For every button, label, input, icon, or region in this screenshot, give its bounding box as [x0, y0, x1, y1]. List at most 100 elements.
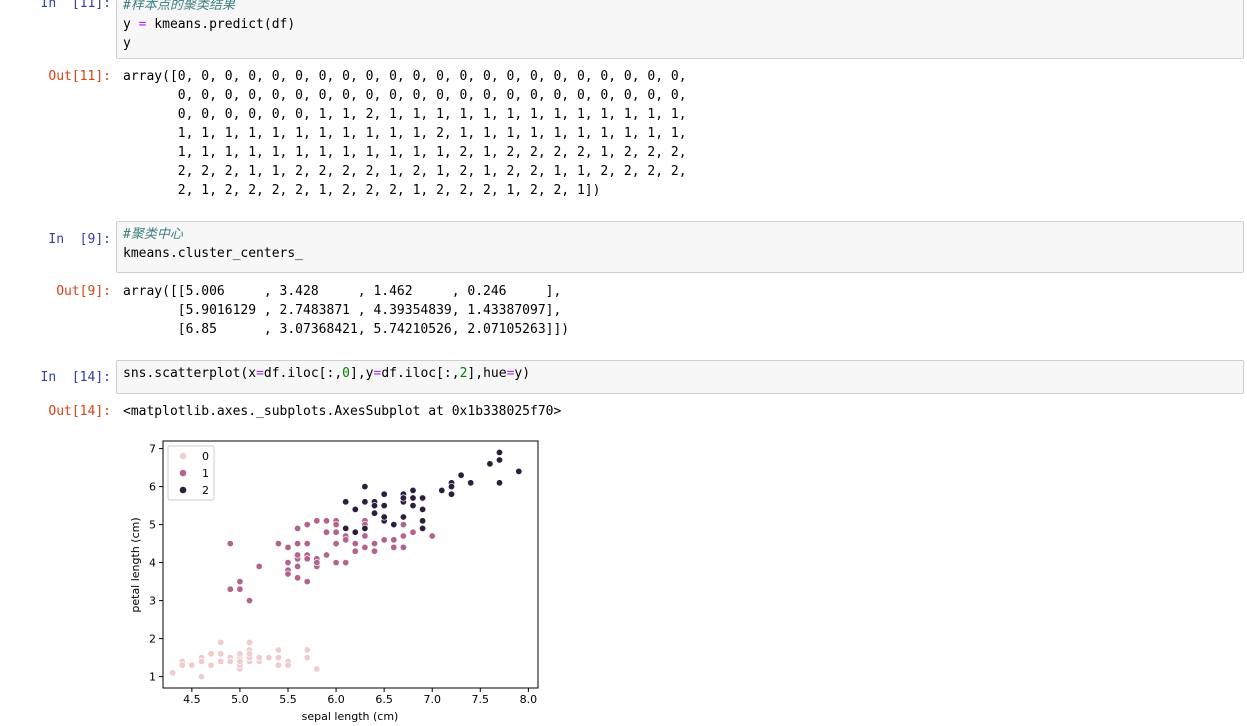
code-token: df.iloc[:,	[381, 366, 460, 381]
scatter-point	[332, 521, 340, 529]
code-token: y	[123, 36, 131, 51]
scatter-point	[236, 578, 244, 586]
code-token: 0	[342, 366, 350, 381]
code-token: #聚类中心	[123, 227, 183, 242]
code-editor[interactable]: #聚类中心 kmeans.cluster_centers_	[116, 221, 1244, 273]
legend: 0 1 2	[167, 445, 215, 501]
scatter-point	[332, 559, 340, 567]
legend-label: 2	[202, 484, 209, 497]
scatter-point	[447, 483, 455, 491]
scatter-point	[284, 559, 292, 567]
code-editor[interactable]: sns.scatterplot(x=df.iloc[:,0],y=df.iloc…	[116, 360, 1244, 394]
output-text: <matplotlib.axes._subplots.AxesSubplot a…	[123, 404, 562, 419]
scatter-point	[409, 494, 417, 502]
scatter-point	[188, 661, 196, 669]
y-tick-label: 1	[149, 671, 156, 684]
scatter-point	[265, 654, 273, 662]
scatter-point	[207, 661, 215, 669]
code-token: ],hue	[467, 366, 507, 381]
scatter-point	[274, 646, 282, 654]
scatter-point	[351, 540, 359, 548]
scatter-point	[390, 521, 398, 529]
scatter-point	[332, 528, 340, 536]
code-editor[interactable]: #样本点的聚类结果 y = kmeans.predict(df) y	[116, 0, 1244, 59]
scatter-point	[198, 673, 206, 681]
code-token: ],y	[350, 366, 374, 381]
out-prompt: Out[14]:	[48, 404, 111, 419]
scatter-point	[370, 502, 378, 510]
legend-label: 0	[202, 450, 209, 463]
scatter-point	[419, 505, 427, 513]
code-token: 2	[459, 366, 468, 381]
scatter-point	[313, 517, 321, 525]
scatter-point	[486, 460, 494, 468]
scatter-point	[495, 448, 503, 456]
code-block[interactable]: #样本点的聚类结果 y = kmeans.predict(df) y	[123, 0, 1237, 53]
code-token: kmeans.predict(df)	[146, 17, 296, 32]
scatter-point	[361, 543, 369, 551]
code-block[interactable]: #聚类中心 kmeans.cluster_centers_	[123, 225, 1237, 263]
scatter-point	[495, 456, 503, 464]
scatter-point	[274, 540, 282, 548]
scatter-point	[246, 597, 254, 605]
scatter-point	[380, 490, 388, 498]
legend-marker	[179, 486, 187, 494]
in-prompt: In [11]:	[40, 0, 111, 11]
y-tick-label: 7	[149, 443, 156, 456]
x-tick-label: 7.0	[423, 693, 441, 706]
scatter-point	[342, 524, 350, 532]
scatter-point	[399, 521, 407, 529]
scatter-point	[399, 543, 407, 551]
scatter-point	[390, 543, 398, 551]
x-tick-label: 5.0	[231, 693, 249, 706]
scatter-point	[303, 540, 311, 548]
scatter-point	[226, 540, 234, 548]
scatter-point	[428, 532, 436, 540]
scatter-point	[226, 657, 234, 665]
x-tick-label: 4.5	[183, 693, 201, 706]
x-tick-label: 5.5	[279, 693, 297, 706]
scatter-point	[303, 646, 311, 654]
y-tick-label: 4	[149, 557, 156, 570]
scatter-point	[409, 528, 417, 536]
scatter-point	[467, 479, 475, 487]
scatter-point	[322, 528, 330, 536]
scatter-point	[284, 661, 292, 669]
scatter-point	[274, 661, 282, 669]
code-token: =	[138, 17, 147, 32]
code-token: sns.scatterplot(x	[123, 366, 257, 381]
scatter-point	[207, 650, 215, 658]
output-text: array([[5.006 , 3.428 , 1.462 , 0.246 ],…	[123, 284, 570, 337]
scatter-point	[294, 551, 302, 559]
scatter-point	[198, 657, 206, 665]
in-prompt: In [14]:	[40, 370, 111, 385]
scatter-point	[419, 517, 427, 525]
code-block[interactable]: sns.scatterplot(x=df.iloc[:,0],y=df.iloc…	[123, 364, 1237, 383]
scatter-point	[217, 638, 225, 646]
scatter-point	[332, 540, 340, 548]
scatter-point	[370, 540, 378, 548]
scatter-point	[178, 661, 186, 669]
legend-marker	[179, 469, 187, 477]
code-token: kmeans.cluster_centers_	[123, 246, 304, 261]
legend-label: 1	[202, 467, 209, 480]
cell-14: In [14]: sns.scatterplot(x= df.iloc[:, 0],…	[0, 358, 1247, 726]
scatter-point	[399, 513, 407, 521]
scatter-point	[370, 509, 378, 517]
scatter-point	[322, 517, 330, 525]
y-tick-label: 6	[149, 481, 156, 494]
scatter-point	[169, 669, 177, 677]
cell-11: In [11]: #样本点的聚类结果 y = kmeans.predict(df…	[0, 0, 1247, 205]
scatter-point	[303, 555, 311, 563]
scatter-point	[419, 494, 427, 502]
code-token: #样本点的聚类结果	[123, 0, 235, 13]
scatter-point	[399, 532, 407, 540]
scatter-point	[303, 578, 311, 586]
scatter-point	[342, 559, 350, 567]
code-token: =	[256, 366, 264, 381]
scatter-point	[322, 551, 330, 559]
scatter-point	[217, 650, 225, 658]
scatter-point	[399, 494, 407, 502]
scatter-point	[274, 654, 282, 662]
